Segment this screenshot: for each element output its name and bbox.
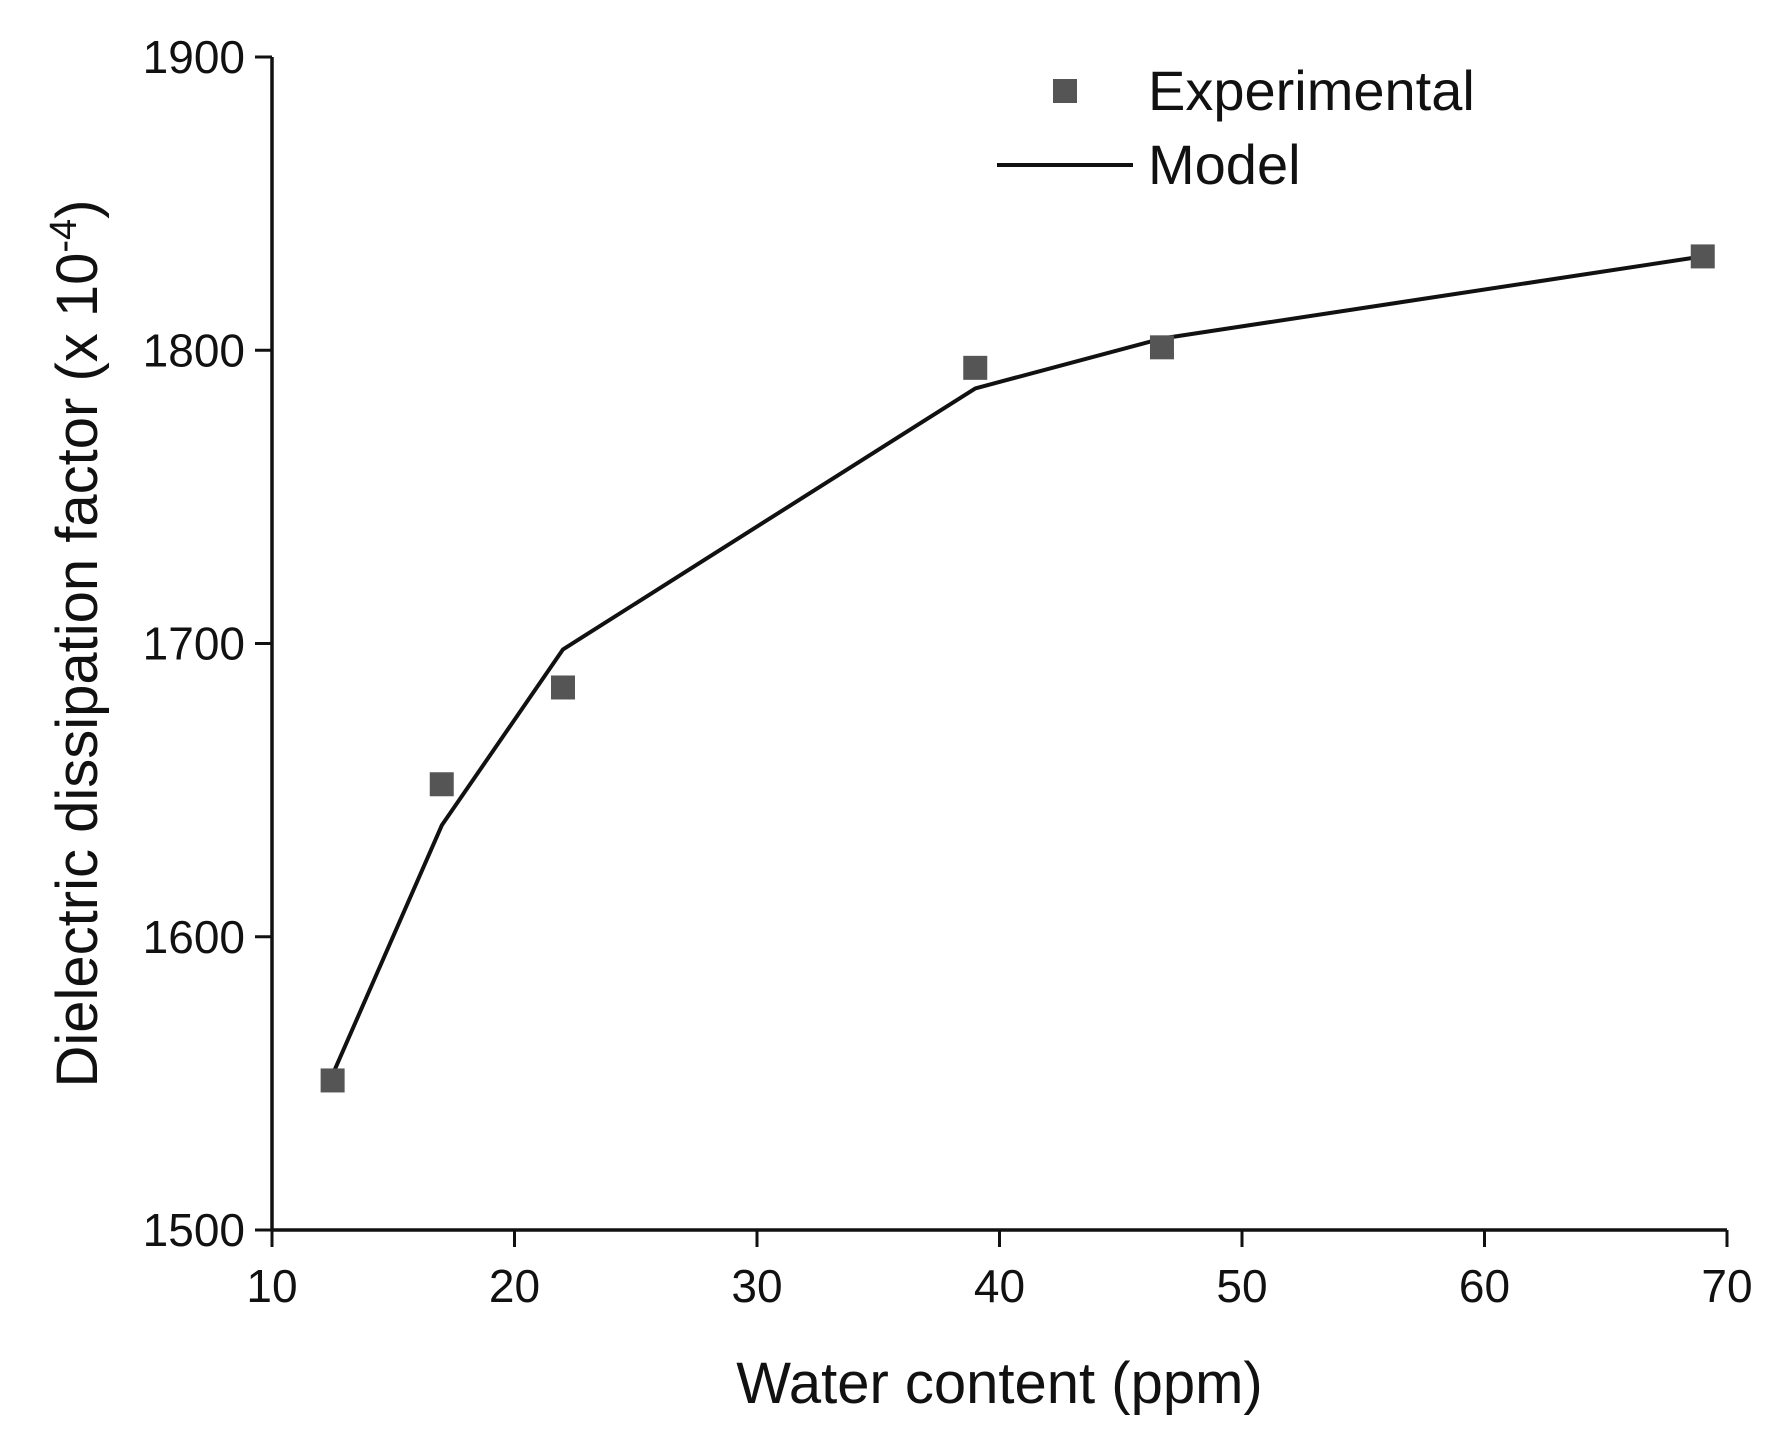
experimental-point <box>1149 335 1174 360</box>
y-axis-title-main: Dielectric dissipation factor (x 10 <box>45 253 110 1088</box>
x-tick-label: 60 <box>1459 1260 1510 1312</box>
y-tick-label: 1800 <box>143 324 245 376</box>
x-tick-label: 40 <box>974 1260 1025 1312</box>
x-tick-label: 30 <box>731 1260 782 1312</box>
ticks: 10 20 30 40 50 60 70 1500 1600 1700 1800 1900 <box>143 31 1753 1312</box>
legend-model-label: Model <box>1148 133 1301 196</box>
y-axis-title-close: ) <box>45 199 110 218</box>
x-tick-label: 50 <box>1216 1260 1267 1312</box>
x-axis-title: Water content (ppm) <box>736 1351 1262 1416</box>
legend-experimental-label: Experimental <box>1148 59 1475 122</box>
model-line <box>330 254 1704 1076</box>
x-tick-label: 20 <box>489 1260 540 1312</box>
x-tick-label: 10 <box>246 1260 297 1312</box>
y-tick-label: 1500 <box>143 1204 245 1256</box>
x-tick-label: 70 <box>1701 1260 1752 1312</box>
y-axis-title: Dielectric dissipation factor (x 10-4) <box>43 199 110 1087</box>
experimental-point <box>963 355 988 380</box>
axes <box>270 57 1727 1232</box>
experimental-point <box>320 1068 345 1093</box>
experimental-point <box>551 675 575 700</box>
experimental-point <box>1690 244 1715 269</box>
experimental-point <box>429 772 454 797</box>
legend: Experimental Model <box>997 59 1475 196</box>
y-tick-label: 1900 <box>143 31 245 83</box>
y-tick-label: 1700 <box>143 618 245 670</box>
plot-area <box>320 244 1715 1093</box>
y-axis-title-exponent: -4 <box>43 219 85 253</box>
y-tick-label: 1600 <box>143 911 245 963</box>
legend-experimental-marker <box>1053 79 1077 103</box>
